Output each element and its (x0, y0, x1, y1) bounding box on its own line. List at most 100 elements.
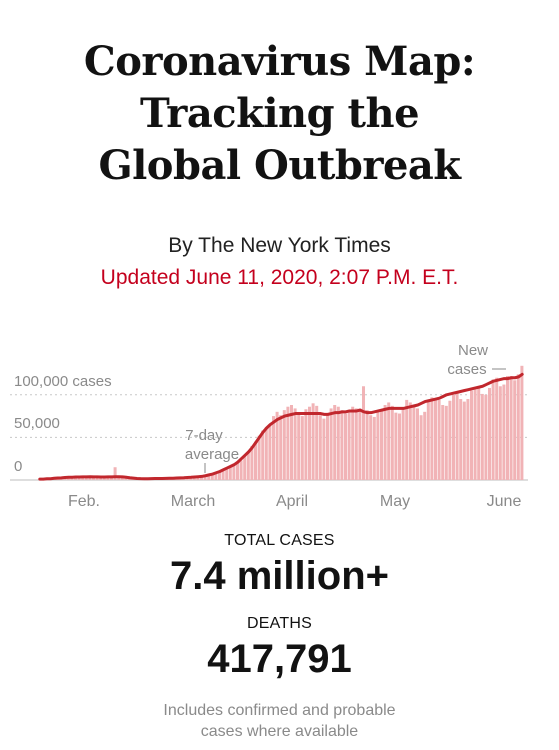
new-cases-annotation-line-2: cases (447, 361, 486, 378)
new-cases-bar (275, 411, 279, 480)
new-cases-bar (408, 402, 412, 480)
headline-line-3: Global Outbreak (98, 142, 461, 189)
new-cases-bar (495, 377, 499, 480)
new-cases-bar (250, 445, 254, 480)
new-cases-bar (405, 399, 409, 480)
new-cases-bar (225, 468, 229, 480)
x-label-april: April (276, 493, 308, 510)
new-cases-bar (372, 416, 376, 480)
x-label-may: May (380, 493, 410, 510)
new-cases-bar (200, 477, 203, 480)
new-cases-bar (228, 465, 232, 480)
new-cases-bar (329, 408, 333, 480)
new-cases-bar (117, 477, 121, 480)
new-cases-bar (441, 405, 445, 480)
new-cases-bar (506, 376, 509, 480)
new-cases-bar (336, 406, 340, 480)
new-cases-bar (95, 477, 99, 480)
total-cases-value: 7.4 million+ (170, 554, 389, 598)
new-cases-bar (254, 441, 257, 480)
new-cases-annotation: New cases (447, 342, 506, 378)
headline-line-2: Tracking the (139, 90, 420, 137)
new-cases-bar (333, 405, 337, 480)
new-cases-bar (401, 408, 405, 480)
new-cases-bar (488, 387, 491, 480)
new-cases-bar (232, 464, 236, 480)
deaths-label: DEATHS (247, 615, 312, 632)
x-axis-labels: Feb. March April May June (68, 493, 521, 510)
new-cases-bar (398, 413, 401, 480)
new-cases-bar (480, 393, 484, 480)
new-cases-bar (477, 386, 481, 480)
new-cases-bar (236, 462, 239, 480)
x-label-feb: Feb. (68, 493, 100, 510)
new-cases-bar (196, 477, 200, 480)
new-cases-bar (282, 410, 286, 480)
new-cases-bar (354, 408, 358, 480)
new-cases-bar (300, 416, 304, 480)
new-cases-bar (509, 376, 513, 480)
new-cases-bar (268, 424, 272, 480)
new-cases-bar (257, 435, 261, 480)
new-cases-bar (491, 379, 495, 480)
new-cases-bar (502, 384, 506, 480)
y-tick-label-0: 0 (14, 458, 22, 475)
new-cases-bar (88, 476, 92, 480)
new-cases-bar (214, 473, 218, 480)
new-cases-bar (344, 413, 347, 480)
new-cases-bar (484, 394, 488, 480)
new-cases-bar (124, 478, 128, 480)
new-cases-bar (84, 477, 88, 480)
cases-chart[interactable]: 100,000 cases 50,000 0 7-day average New… (0, 330, 559, 520)
cases-footnote-line-2: cases where available (200, 723, 359, 740)
new-cases-bar (120, 477, 124, 480)
headline: Coronavirus Map: Tracking the Global Out… (0, 36, 559, 192)
new-cases-bar (192, 477, 196, 480)
new-cases-bar (272, 416, 275, 480)
x-label-june: June (487, 493, 522, 510)
new-cases-bar (243, 456, 247, 480)
new-cases-bar (347, 411, 351, 480)
new-cases-bar (261, 430, 265, 480)
new-cases-bar (362, 386, 365, 480)
new-cases-bar (99, 477, 103, 480)
average-annotation: 7-day average (185, 427, 239, 473)
new-cases-bar (462, 401, 466, 480)
new-cases-bar (293, 408, 297, 480)
new-cases-bar (318, 415, 322, 480)
new-cases-annotation-line-1: New (458, 342, 488, 359)
updated-timestamp: Updated June 11, 2020, 2:07 P.M. E.T. (100, 266, 459, 289)
new-cases-bar (221, 469, 225, 480)
new-cases-bar (322, 418, 326, 480)
total-cases-label: TOTAL CASES (224, 532, 335, 549)
new-cases-bar (286, 406, 290, 480)
new-cases-bar (470, 390, 473, 480)
y-tick-label-50000: 50,000 (14, 415, 60, 432)
new-cases-bar (448, 400, 452, 480)
x-label-march: March (171, 493, 215, 510)
headline-line-1: Coronavirus Map: (83, 38, 476, 85)
new-cases-bar (466, 399, 470, 480)
new-cases-bar (380, 410, 383, 480)
new-cases-bar (412, 405, 416, 480)
cases-footnote: Includes confirmed and probable cases wh… (0, 700, 559, 742)
new-cases-bar (304, 409, 308, 480)
new-cases-bar (520, 365, 524, 480)
new-cases-bar (290, 405, 293, 480)
new-cases-bar (390, 405, 394, 480)
new-cases-bar (311, 403, 315, 480)
new-cases-bar (203, 476, 207, 480)
new-cases-bar (430, 397, 434, 480)
new-cases-bar (308, 406, 311, 480)
new-cases-bar (369, 415, 373, 480)
new-cases-bar (297, 413, 301, 480)
new-cases-bar (102, 477, 106, 480)
new-cases-bar (340, 410, 344, 480)
cases-footnote-line-1: Includes confirmed and probable (163, 702, 396, 719)
new-cases-bar (423, 411, 427, 480)
new-cases-bar (264, 427, 268, 480)
deaths-value: 417,791 (207, 637, 352, 681)
new-cases-bar (434, 398, 437, 480)
seven-day-average-line (38, 372, 524, 481)
